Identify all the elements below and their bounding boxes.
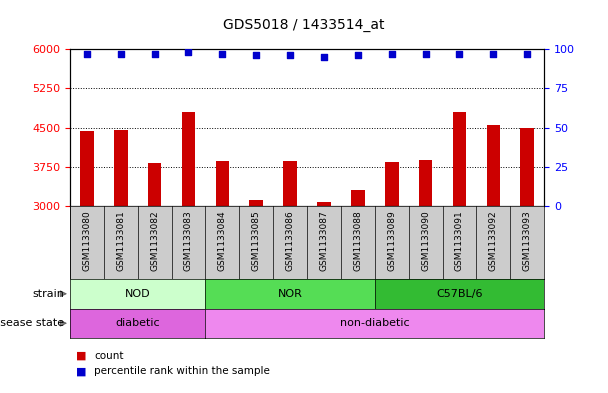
Text: GDS5018 / 1433514_at: GDS5018 / 1433514_at [223, 18, 385, 32]
Bar [486, 125, 500, 206]
Bar [80, 131, 94, 206]
Point [455, 51, 465, 57]
Bar [249, 200, 263, 206]
Text: GSM1133093: GSM1133093 [523, 210, 532, 271]
Point [387, 51, 396, 57]
Text: ■: ■ [76, 366, 86, 376]
Point [421, 51, 430, 57]
Point [184, 49, 193, 55]
Point [319, 54, 329, 60]
Text: GSM1133086: GSM1133086 [286, 210, 295, 271]
Text: C57BL/6: C57BL/6 [436, 289, 483, 299]
Bar [385, 162, 398, 206]
Bar [216, 161, 229, 206]
Text: GSM1133087: GSM1133087 [319, 210, 328, 271]
Bar [148, 163, 161, 206]
Bar [317, 202, 331, 206]
Text: GSM1133091: GSM1133091 [455, 210, 464, 271]
Bar [419, 160, 432, 206]
Point [82, 51, 92, 57]
Text: GSM1133089: GSM1133089 [387, 210, 396, 271]
Text: GSM1133083: GSM1133083 [184, 210, 193, 271]
Bar [520, 128, 534, 206]
Text: strain: strain [32, 289, 64, 299]
Text: GSM1133081: GSM1133081 [116, 210, 125, 271]
Bar [351, 189, 365, 206]
Text: count: count [94, 351, 124, 361]
Text: GSM1133082: GSM1133082 [150, 210, 159, 271]
Text: GSM1133084: GSM1133084 [218, 210, 227, 271]
Text: NOR: NOR [278, 289, 303, 299]
Bar [182, 112, 195, 206]
Text: GSM1133085: GSM1133085 [252, 210, 261, 271]
Text: GSM1133080: GSM1133080 [82, 210, 91, 271]
Text: diabetic: diabetic [116, 318, 160, 328]
Text: non-diabetic: non-diabetic [340, 318, 410, 328]
Point [488, 51, 498, 57]
Bar [453, 112, 466, 206]
Point [251, 52, 261, 59]
Point [285, 52, 295, 59]
Text: GSM1133088: GSM1133088 [353, 210, 362, 271]
Point [116, 51, 126, 57]
Text: ■: ■ [76, 351, 86, 361]
Point [522, 51, 532, 57]
Text: NOD: NOD [125, 289, 151, 299]
Text: percentile rank within the sample: percentile rank within the sample [94, 366, 270, 376]
Point [353, 52, 363, 59]
Point [218, 51, 227, 57]
Text: GSM1133092: GSM1133092 [489, 210, 498, 271]
Text: disease state: disease state [0, 318, 64, 328]
Text: GSM1133090: GSM1133090 [421, 210, 430, 271]
Bar [114, 130, 128, 206]
Point [150, 51, 159, 57]
Bar [283, 161, 297, 206]
